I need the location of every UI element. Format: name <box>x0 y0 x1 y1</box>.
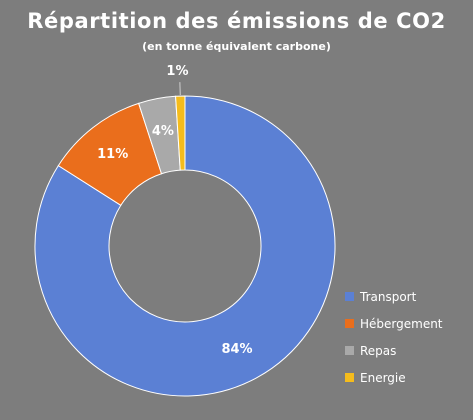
donut-slice-energie <box>175 95 186 171</box>
legend-item-repas: Repas <box>345 337 443 364</box>
legend-label-repas: Repas <box>360 343 397 358</box>
data-label-energie: 1% <box>166 64 188 79</box>
legend-item-hebergement: Hébergement <box>345 310 443 337</box>
legend-label-hebergement: Hébergement <box>360 316 443 331</box>
legend-swatch-repas <box>345 346 354 355</box>
legend-swatch-energie <box>345 373 354 382</box>
data-label-transport: 84% <box>221 342 252 357</box>
legend-label-energie: Energie <box>360 370 406 385</box>
legend-swatch-transport <box>345 292 354 301</box>
chart-title: Répartition des émissions de CO2 <box>27 9 446 33</box>
chart-subtitle: (en tonne équivalent carbone) <box>142 40 331 53</box>
legend-label-transport: Transport <box>360 289 417 304</box>
data-label-hebergement: 11% <box>97 147 128 162</box>
legend-item-energie: Energie <box>345 364 443 391</box>
chart-legend: Transport Hébergement Repas Energie <box>345 283 443 391</box>
legend-item-transport: Transport <box>345 283 443 310</box>
data-label-repas: 4% <box>152 124 174 139</box>
legend-swatch-hebergement <box>345 319 354 328</box>
donut-slice-transport <box>34 95 336 397</box>
